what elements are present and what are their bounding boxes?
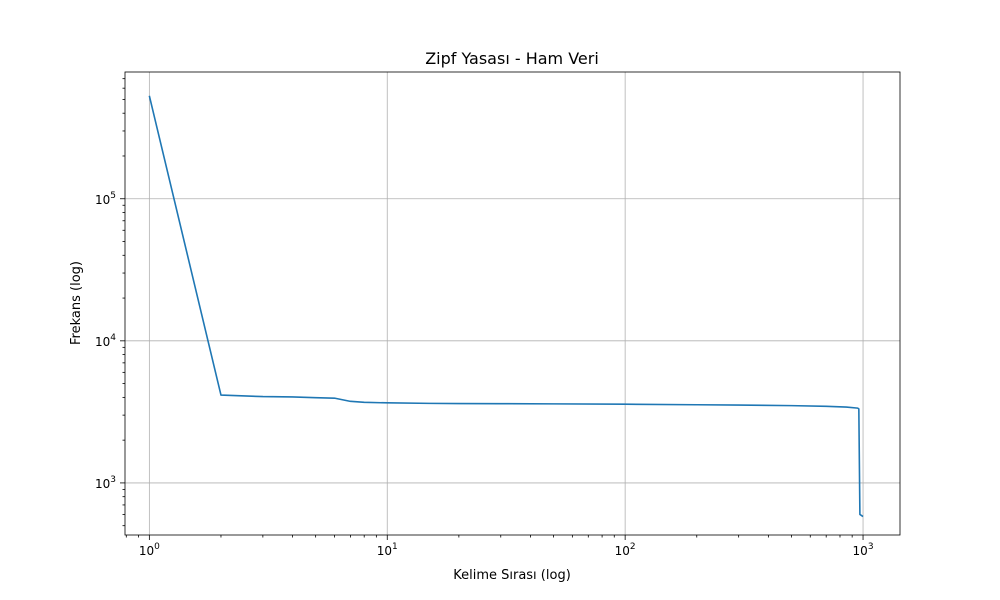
y-tick-label: 103: [95, 475, 116, 491]
y-tick-base: 10: [95, 193, 110, 207]
chart-title: Zipf Yasası - Ham Veri: [425, 49, 599, 68]
y-tick-base: 10: [95, 477, 110, 491]
grid-layer: [125, 72, 900, 535]
x-tick-exponent: 0: [154, 542, 160, 552]
x-tick-exponent: 1: [392, 542, 398, 552]
y-tick-exponent: 5: [110, 191, 116, 201]
y-tick-label: 105: [95, 191, 116, 207]
x-axis-label: Kelime Sırası (log): [453, 568, 571, 583]
x-tick-base: 10: [139, 544, 154, 558]
x-tick-label: 101: [377, 542, 398, 558]
y-tick-label: 104: [95, 333, 116, 349]
y-axis-label: Frekans (log): [69, 261, 84, 345]
x-tick-label: 102: [615, 542, 636, 558]
x-tick-label: 103: [853, 542, 874, 558]
y-tick-base: 10: [95, 335, 110, 349]
x-tick-exponent: 2: [630, 542, 636, 552]
series-layer: [148, 95, 864, 518]
x-tick-base: 10: [615, 544, 630, 558]
x-tick-label: 100: [139, 542, 160, 558]
x-tick-exponent: 3: [868, 542, 874, 552]
x-tick-base: 10: [377, 544, 392, 558]
plot-frame: [124, 71, 901, 536]
y-tick-exponent: 3: [110, 475, 116, 485]
x-tick-base: 10: [853, 544, 868, 558]
y-tick-exponent: 4: [110, 333, 116, 343]
series-line: [148, 95, 864, 518]
